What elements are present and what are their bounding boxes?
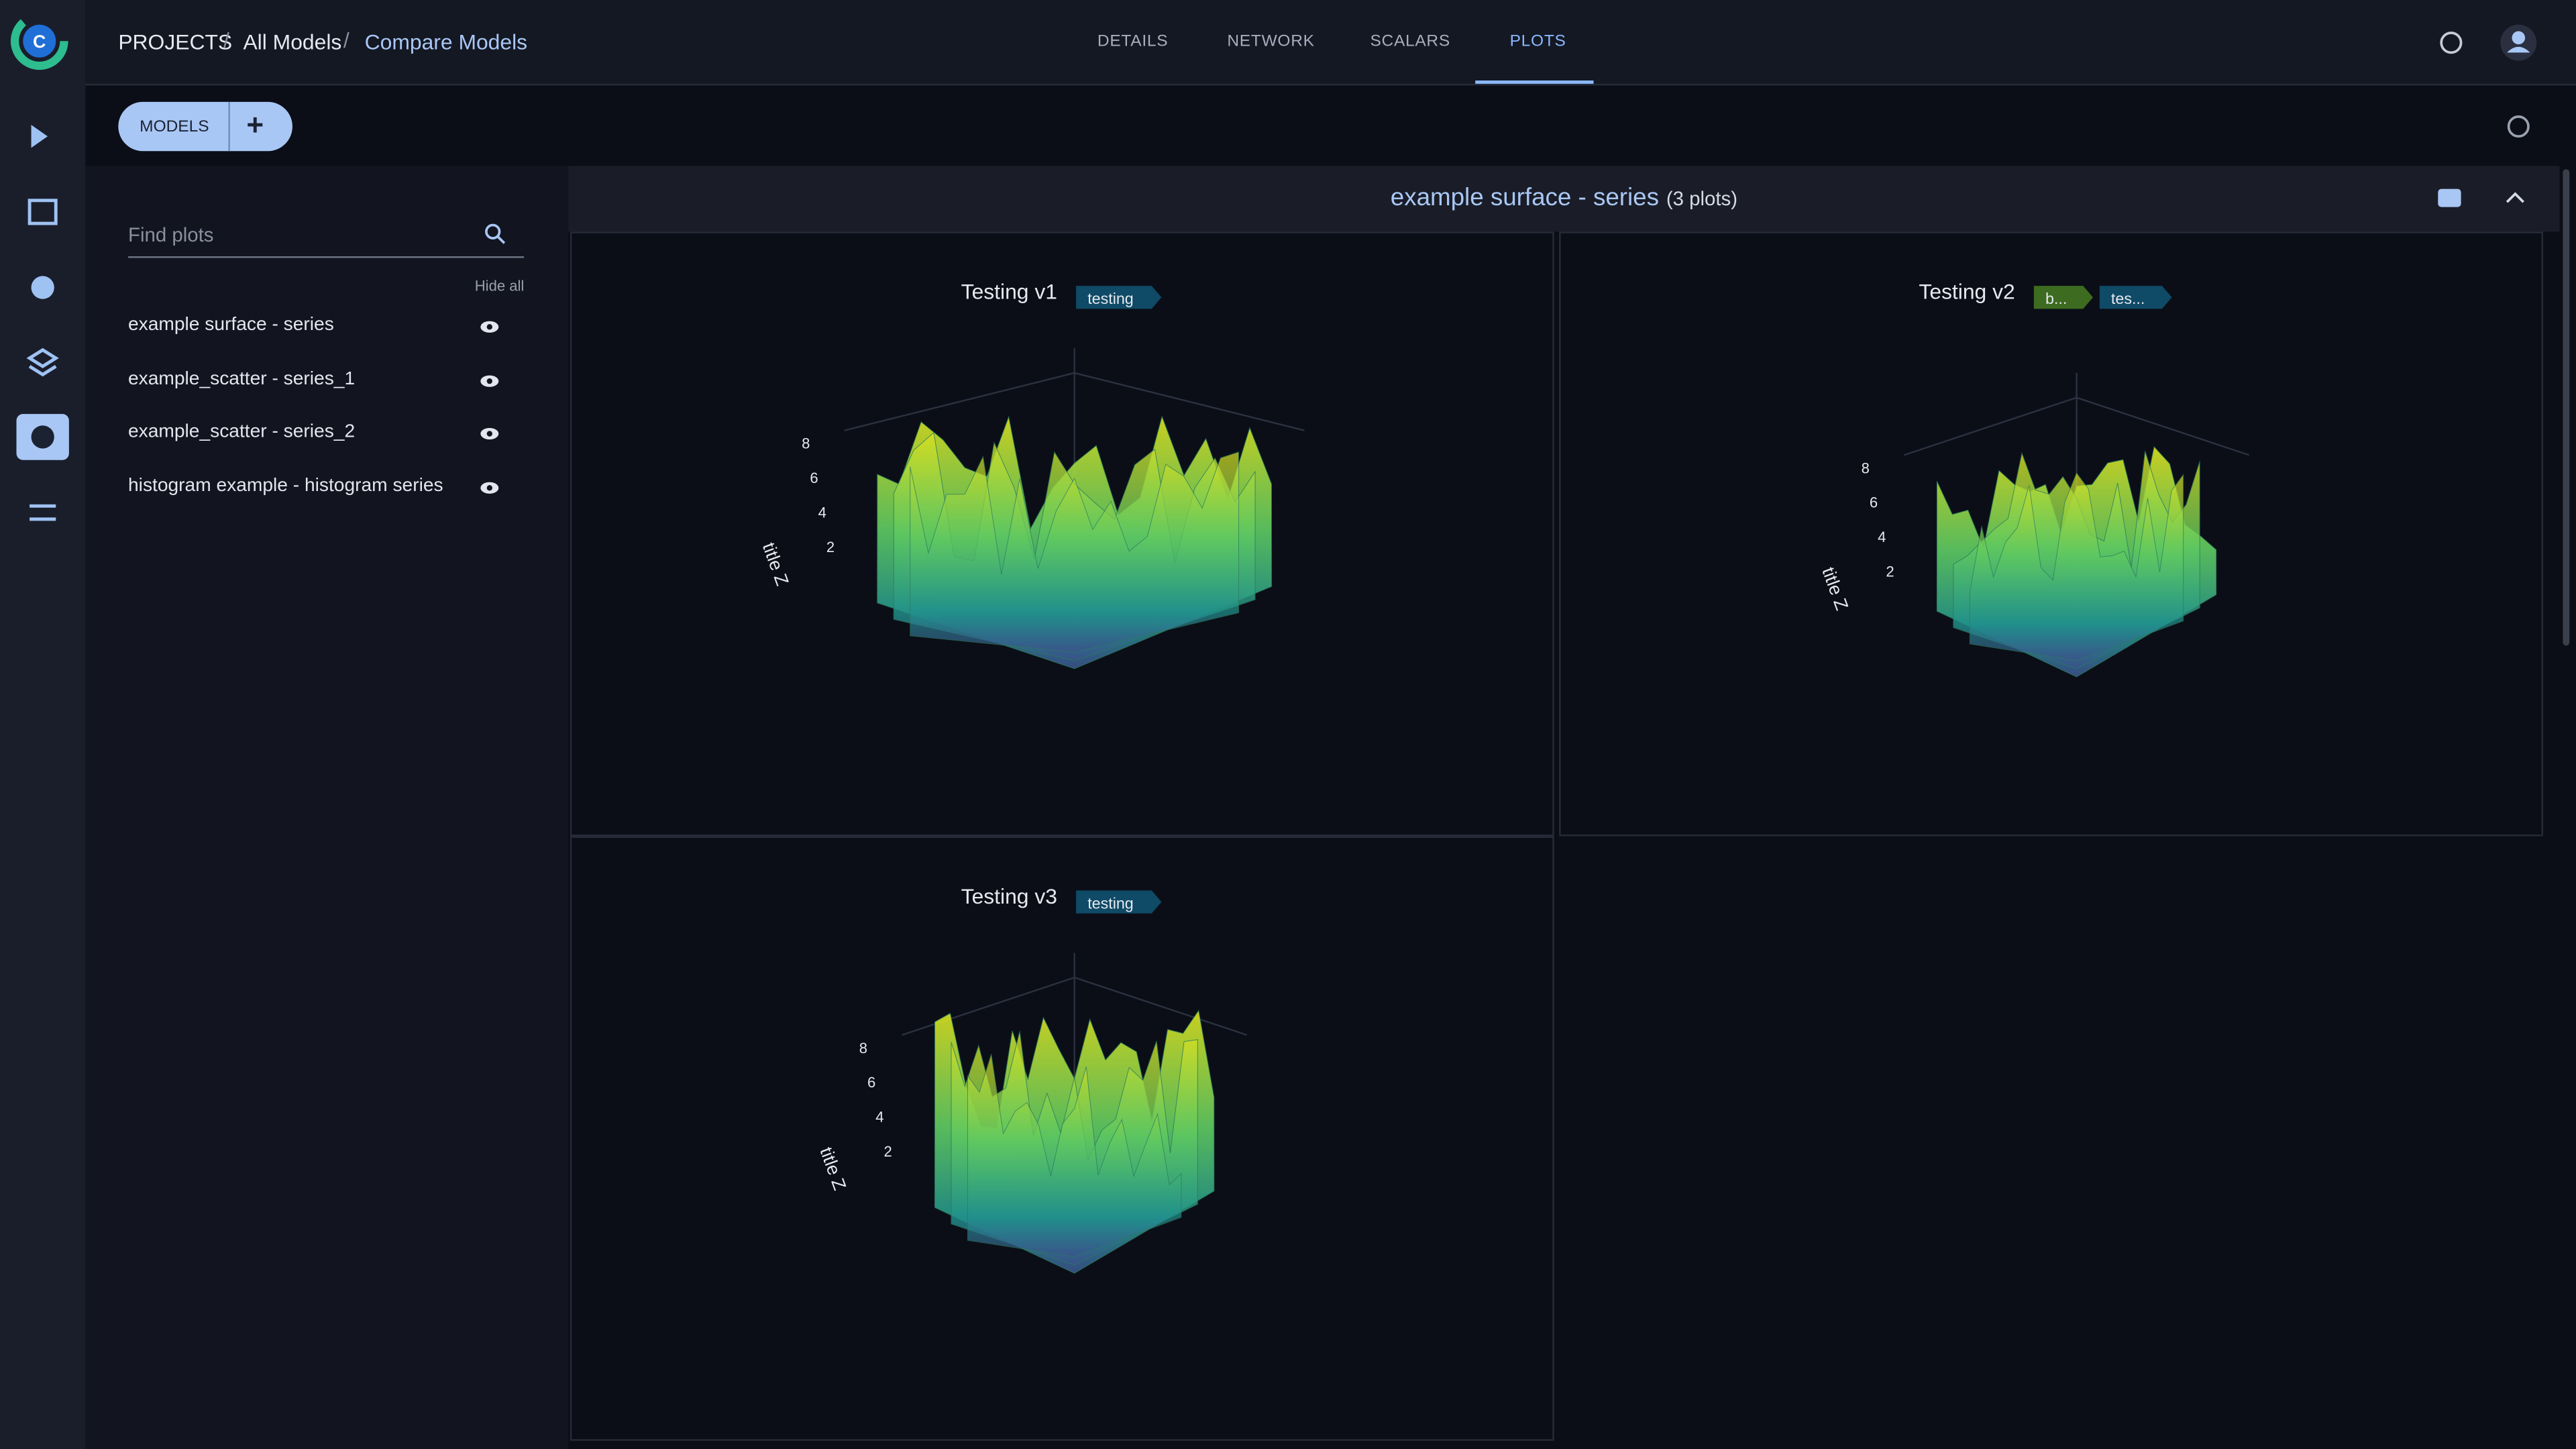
- breadcrumb[interactable]: All Models: [243, 30, 342, 54]
- plot-title: Testing v1: [961, 280, 1057, 304]
- eye-icon[interactable]: [480, 372, 499, 388]
- breadcrumb[interactable]: PROJECTS: [118, 30, 233, 54]
- surface: [910, 451, 1240, 653]
- plot-list-panel: Find plots Hide all example surface - se…: [85, 166, 569, 1449]
- tab[interactable]: SCALARS: [1370, 32, 1450, 51]
- tab[interactable]: DETAILS: [1097, 32, 1169, 51]
- hide-all[interactable]: Hide all: [474, 277, 525, 294]
- tag: testing: [1087, 894, 1134, 912]
- tag: testing: [1087, 290, 1134, 307]
- plot-list-item[interactable]: example_scatter - series_1: [128, 369, 356, 389]
- section-title: example surface - series: [1390, 184, 1659, 212]
- add-icon[interactable]: +: [246, 108, 264, 142]
- separator: /: [343, 28, 350, 53]
- z-tick-label: 8: [802, 435, 810, 452]
- z-tick-label: 4: [875, 1109, 883, 1126]
- plot-list-item[interactable]: example surface - series: [128, 315, 334, 335]
- pupil: [486, 485, 492, 491]
- z-tick-label: 6: [810, 470, 818, 486]
- button-label: MODELS: [140, 118, 209, 137]
- plot-card: Testing v3 testing 8 6 4 2 title Z: [570, 836, 1554, 1441]
- surface: [1969, 472, 2184, 661]
- plot-list-item[interactable]: example_scatter - series_2: [128, 423, 356, 443]
- refresh-icon[interactable]: [2504, 112, 2533, 142]
- pupil: [486, 378, 492, 384]
- search-underline: [128, 256, 525, 258]
- section-header: example surface - series (3 plots): [568, 166, 2560, 232]
- top-icons[interactable]: [2434, 23, 2549, 66]
- z-tick-label: 4: [1878, 529, 1886, 545]
- z-tick-label: 2: [826, 539, 835, 555]
- breadcrumb[interactable]: Compare Models: [364, 30, 528, 54]
- search-icon[interactable]: [483, 222, 506, 245]
- tag-shape: [2099, 286, 2172, 309]
- section-count: (3 plots): [1666, 187, 1738, 211]
- plot-canvas: Testing v3 testing 86 42 title Z: [816, 884, 1248, 1274]
- tag: tes...: [2111, 290, 2145, 307]
- z-tick-label: 2: [1886, 564, 1894, 580]
- tab[interactable]: PLOTS: [1509, 32, 1566, 51]
- sidebar: C: [0, 0, 86, 1449]
- plot-list-item[interactable]: histogram example - histogram series: [128, 476, 443, 496]
- eye-icon[interactable]: [480, 319, 499, 335]
- z-axis-title: title Z: [816, 1144, 850, 1193]
- plot-canvas: Testing v2 b... tes... 8 6 4 2 title Z: [1818, 280, 2250, 678]
- surface: [967, 1053, 1182, 1257]
- z-tick-label: 6: [1870, 494, 1878, 511]
- z-tick-label: 2: [884, 1143, 892, 1160]
- tag-shape: [2033, 286, 2094, 309]
- tag-shape: [1076, 890, 1162, 914]
- z-tick-label: 8: [1862, 460, 1870, 476]
- tag-shape: [1076, 286, 1162, 309]
- plot-card: Testing v2 b... tes... 8 6 4 2 title Z: [1559, 231, 2544, 837]
- scrollbar[interactable]: [2563, 169, 2570, 646]
- top-bar: PROJECTS / All Models / Compare Models D…: [85, 0, 2576, 86]
- z-axis-title: title Z: [1818, 565, 1852, 613]
- search-input[interactable]: Find plots: [128, 223, 214, 247]
- plot-card: Testing v1 testing 8 6 4 2 title Z: [570, 231, 1554, 837]
- eye-icon[interactable]: [480, 426, 499, 442]
- models-button[interactable]: MODELS +: [118, 101, 292, 152]
- plot-title: Testing v2: [1919, 280, 2015, 304]
- z-tick-label: 4: [818, 504, 826, 521]
- plot-title: Testing v3: [961, 884, 1057, 908]
- eye-icon[interactable]: [480, 480, 499, 496]
- svg-text:C: C: [33, 32, 46, 52]
- section-icons[interactable]: [2434, 186, 2533, 212]
- z-tick-label: 6: [867, 1074, 875, 1091]
- z-tick-label: 8: [859, 1040, 867, 1057]
- z-axis-title: title Z: [759, 540, 793, 588]
- tab-underline: [1475, 80, 1594, 84]
- tab[interactable]: NETWORK: [1227, 32, 1315, 51]
- sidebar-icons: C: [10, 12, 69, 521]
- separator: /: [223, 28, 229, 53]
- pupil: [486, 324, 492, 330]
- plot-canvas: Testing v1 testing 8 6 4 2 title Z: [759, 280, 1305, 669]
- divider: [228, 101, 230, 152]
- section-title-row: example surface - series (3 plots): [568, 184, 2559, 213]
- tag: b...: [2045, 290, 2067, 307]
- pupil: [486, 431, 492, 437]
